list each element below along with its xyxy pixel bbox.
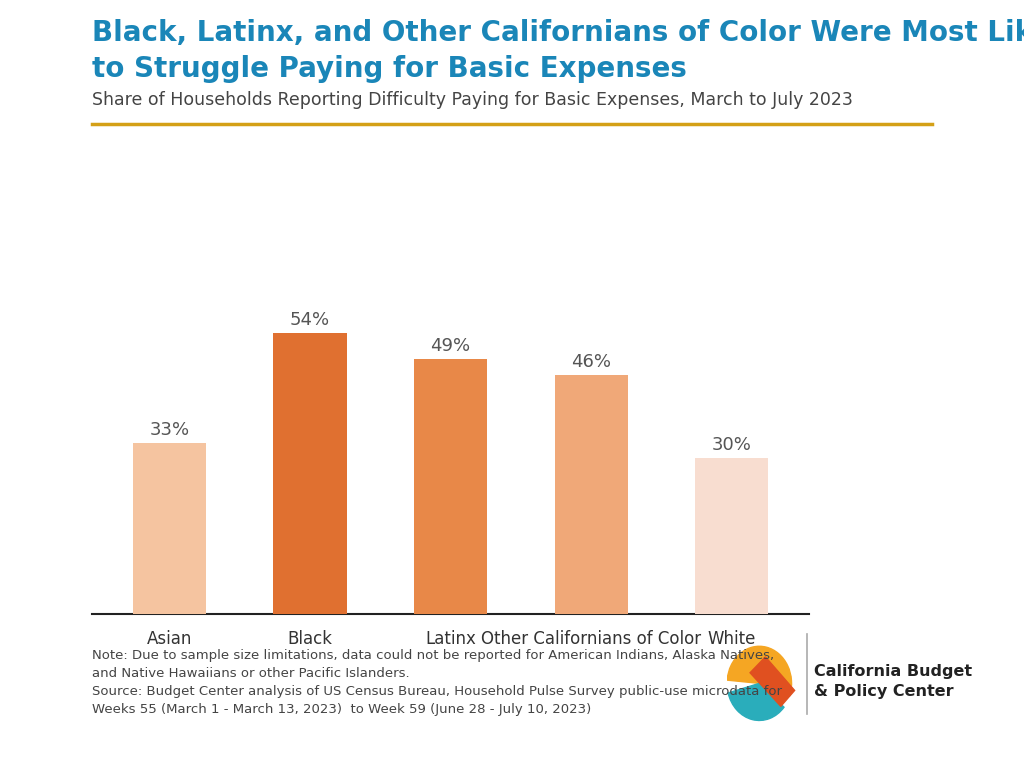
Text: Note: Due to sample size limitations, data could not be reported for American In: Note: Due to sample size limitations, da… <box>92 649 782 716</box>
Bar <box>414 359 487 614</box>
Bar <box>555 375 628 614</box>
Wedge shape <box>728 684 784 720</box>
Text: 33%: 33% <box>150 421 189 439</box>
Bar <box>273 333 346 614</box>
Polygon shape <box>750 657 795 707</box>
Text: Black, Latinx, and Other Californians of Color Were Most Likely: Black, Latinx, and Other Californians of… <box>92 19 1024 47</box>
Text: 30%: 30% <box>712 436 752 454</box>
Bar <box>133 442 206 614</box>
Text: to Struggle Paying for Basic Expenses: to Struggle Paying for Basic Expenses <box>92 55 687 83</box>
Text: Share of Households Reporting Difficulty Paying for Basic Expenses, March to Jul: Share of Households Reporting Difficulty… <box>92 91 853 108</box>
Wedge shape <box>727 647 792 696</box>
Text: California Budget
& Policy Center: California Budget & Policy Center <box>814 664 972 699</box>
Text: 54%: 54% <box>290 311 330 329</box>
Text: 49%: 49% <box>430 337 471 356</box>
Bar <box>695 458 768 614</box>
Text: 46%: 46% <box>571 353 611 371</box>
